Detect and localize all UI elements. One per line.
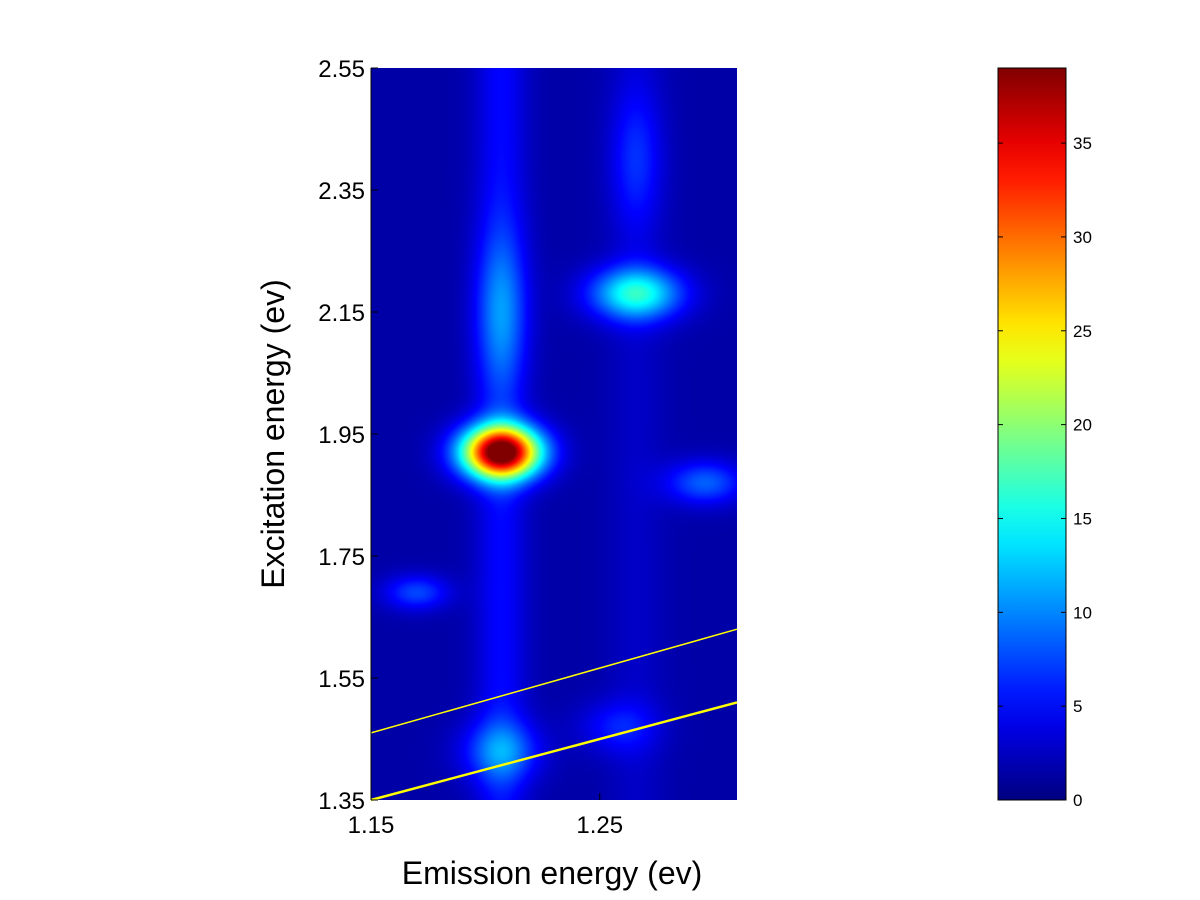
colorbar-tick-label: 25 [1073,322,1092,341]
y-tick-label: 2.55 [318,56,365,83]
overlay-line-2 [370,701,738,802]
y-tick-label: 1.75 [318,544,365,571]
y-axis: 1.35 1.55 1.75 1.95 2.15 2.35 2.55 [318,56,378,815]
y-tick-label: 1.55 [318,666,365,693]
x-axis-label: Emission energy (ev) [402,855,703,891]
x-axis: 1.15 1.25 [348,793,623,839]
colorbar-fill [997,67,1067,801]
y-tick-label: 1.35 [318,788,365,815]
colorbar-ticks: 0 5 10 15 20 25 30 35 [998,134,1092,810]
colorbar-tick-label: 20 [1073,416,1092,435]
colorbar-tick-label: 0 [1073,791,1082,810]
heatmap-image [371,68,737,800]
x-tick-label: 1.15 [348,812,395,839]
y-tick-label: 2.35 [318,178,365,205]
colorbar-tick-label: 5 [1073,697,1082,716]
colorbar: 0 5 10 15 20 25 30 35 [997,67,1092,810]
overlay-lines [370,628,738,802]
colorbar-tick-label: 10 [1073,603,1092,622]
colorbar-tick-label: 30 [1073,228,1092,247]
plot-area [370,68,738,802]
colorbar-tick-label: 15 [1073,509,1092,528]
y-axis-label: Excitation energy (ev) [255,279,291,588]
overlay-line-1 [370,628,738,734]
y-tick-label: 2.15 [318,300,365,327]
y-tick-label: 1.95 [318,422,365,449]
colorbar-tick-label: 35 [1073,134,1092,153]
x-tick-label: 1.25 [576,812,623,839]
heatmap-image-holder [371,68,737,800]
